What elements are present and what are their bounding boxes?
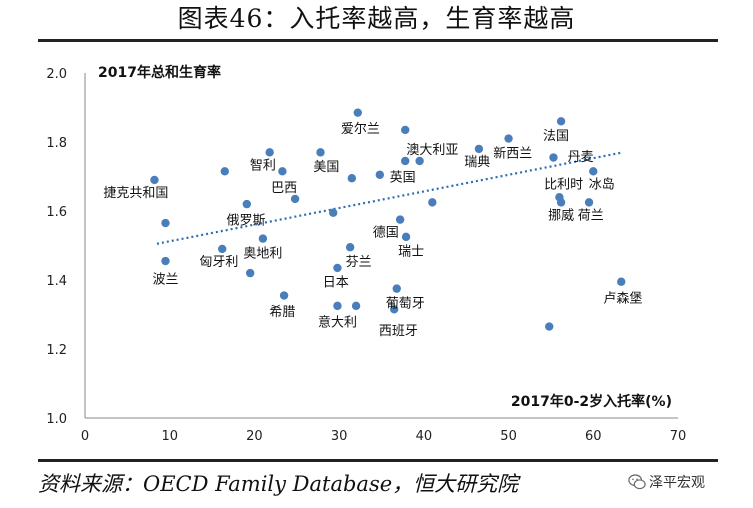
data-point [150, 175, 159, 185]
bottom-rule [38, 459, 718, 462]
data-point [245, 268, 255, 278]
data-point [218, 244, 227, 254]
y-tick-label: 1.2 [46, 343, 67, 358]
data-point [333, 301, 342, 311]
country-label: 英国 [390, 171, 416, 186]
country-label: 爱尔兰 [341, 122, 380, 137]
data-point [290, 194, 300, 204]
y-tick-label: 2.0 [46, 67, 67, 82]
data-point [415, 156, 424, 166]
data-point [265, 148, 274, 157]
x-tick-label: 0 [81, 429, 89, 444]
x-axis-title: 2017年0-2岁入托率(%) [511, 393, 672, 410]
y-tick-label: 1.4 [46, 274, 67, 289]
watermark-text: 泽平宏观 [649, 475, 705, 491]
data-point [333, 263, 342, 273]
country-label: 瑞典 [464, 155, 490, 170]
watermark: 泽平宏观 [628, 471, 705, 493]
data-point [545, 322, 554, 331]
country-label: 葡萄牙 [386, 296, 425, 311]
data-point [556, 198, 566, 207]
country-label: 匈牙利 [199, 255, 238, 270]
y-tick-label: 1.6 [46, 205, 67, 220]
data-point [390, 305, 399, 314]
data-point [316, 148, 325, 157]
country-label: 意大利 [318, 314, 357, 330]
data-point [617, 277, 626, 286]
country-label: 智利 [250, 158, 276, 173]
data-point [351, 301, 361, 311]
data-point [329, 208, 338, 217]
data-point [242, 199, 252, 209]
data-point [401, 156, 410, 166]
data-point [278, 167, 287, 176]
data-point [161, 256, 170, 266]
country-label: 俄罗斯 [226, 214, 265, 229]
country-label: 法国 [543, 129, 569, 144]
country-label: 巴西 [271, 181, 297, 196]
data-point [353, 108, 362, 117]
data-point [474, 144, 484, 154]
data-point [258, 234, 268, 243]
x-tick-label: 70 [670, 429, 687, 444]
data-point [556, 117, 566, 126]
y-tick-label: 1.8 [46, 136, 67, 151]
data-point [220, 167, 229, 176]
country-label: 奥地利 [243, 246, 282, 261]
country-label: 瑞士 [398, 245, 424, 260]
x-tick-label: 50 [500, 429, 517, 444]
data-point [549, 153, 558, 162]
data-point [392, 284, 401, 293]
country-label: 德国 [373, 226, 399, 241]
country-label: 新西兰 [493, 145, 532, 161]
y-axis-title: 2017年总和生育率 [98, 64, 221, 81]
data-points [150, 108, 626, 331]
figure-title: 图表46：入托率越高，生育率越高 [177, 4, 576, 33]
top-rule [38, 39, 718, 42]
data-point [345, 243, 355, 252]
x-tick-label: 30 [331, 429, 348, 444]
country-label: 澳大利亚 [406, 142, 458, 158]
country-label: 荷兰 [578, 208, 604, 223]
data-point [584, 198, 594, 207]
data-point [401, 125, 410, 135]
data-point [347, 174, 357, 183]
country-label: 希腊 [269, 305, 295, 320]
country-label: 捷克共和国 [103, 186, 168, 201]
x-tick-label: 60 [585, 429, 602, 444]
data-point [401, 232, 411, 242]
data-point [161, 218, 170, 228]
country-label: 卢森堡 [603, 290, 642, 306]
x-tick-label: 20 [246, 429, 263, 444]
data-point [504, 134, 513, 143]
country-label: 西班牙 [379, 324, 418, 339]
source-note: 资料来源：OECD Family Database，恒大研究院 [38, 472, 519, 496]
data-point [589, 167, 598, 176]
country-label: 日本 [323, 276, 349, 291]
country-label: 冰岛 [589, 176, 615, 192]
trendline-group [156, 151, 624, 245]
x-tick-label: 40 [416, 429, 433, 444]
data-point [375, 170, 385, 179]
data-point [395, 215, 405, 224]
y-tick-label: 1.0 [46, 412, 67, 427]
country-label: 比利时 [544, 177, 583, 192]
country-label: 挪威 [548, 208, 574, 223]
axes [84, 73, 678, 419]
wechat-icon [628, 474, 646, 490]
data-point [279, 291, 289, 300]
trendline [156, 151, 624, 245]
data-point [428, 198, 437, 207]
tick-labels: 0 10 20 30 40 50 60 70 1.0 1.2 1.4 1.6 1.8 2.0 [46, 67, 686, 444]
country-label: 波兰 [152, 272, 178, 287]
country-label: 丹麦 [568, 150, 594, 165]
country-label: 美国 [313, 160, 339, 175]
x-tick-label: 10 [161, 429, 178, 444]
country-label: 芬兰 [346, 255, 372, 270]
